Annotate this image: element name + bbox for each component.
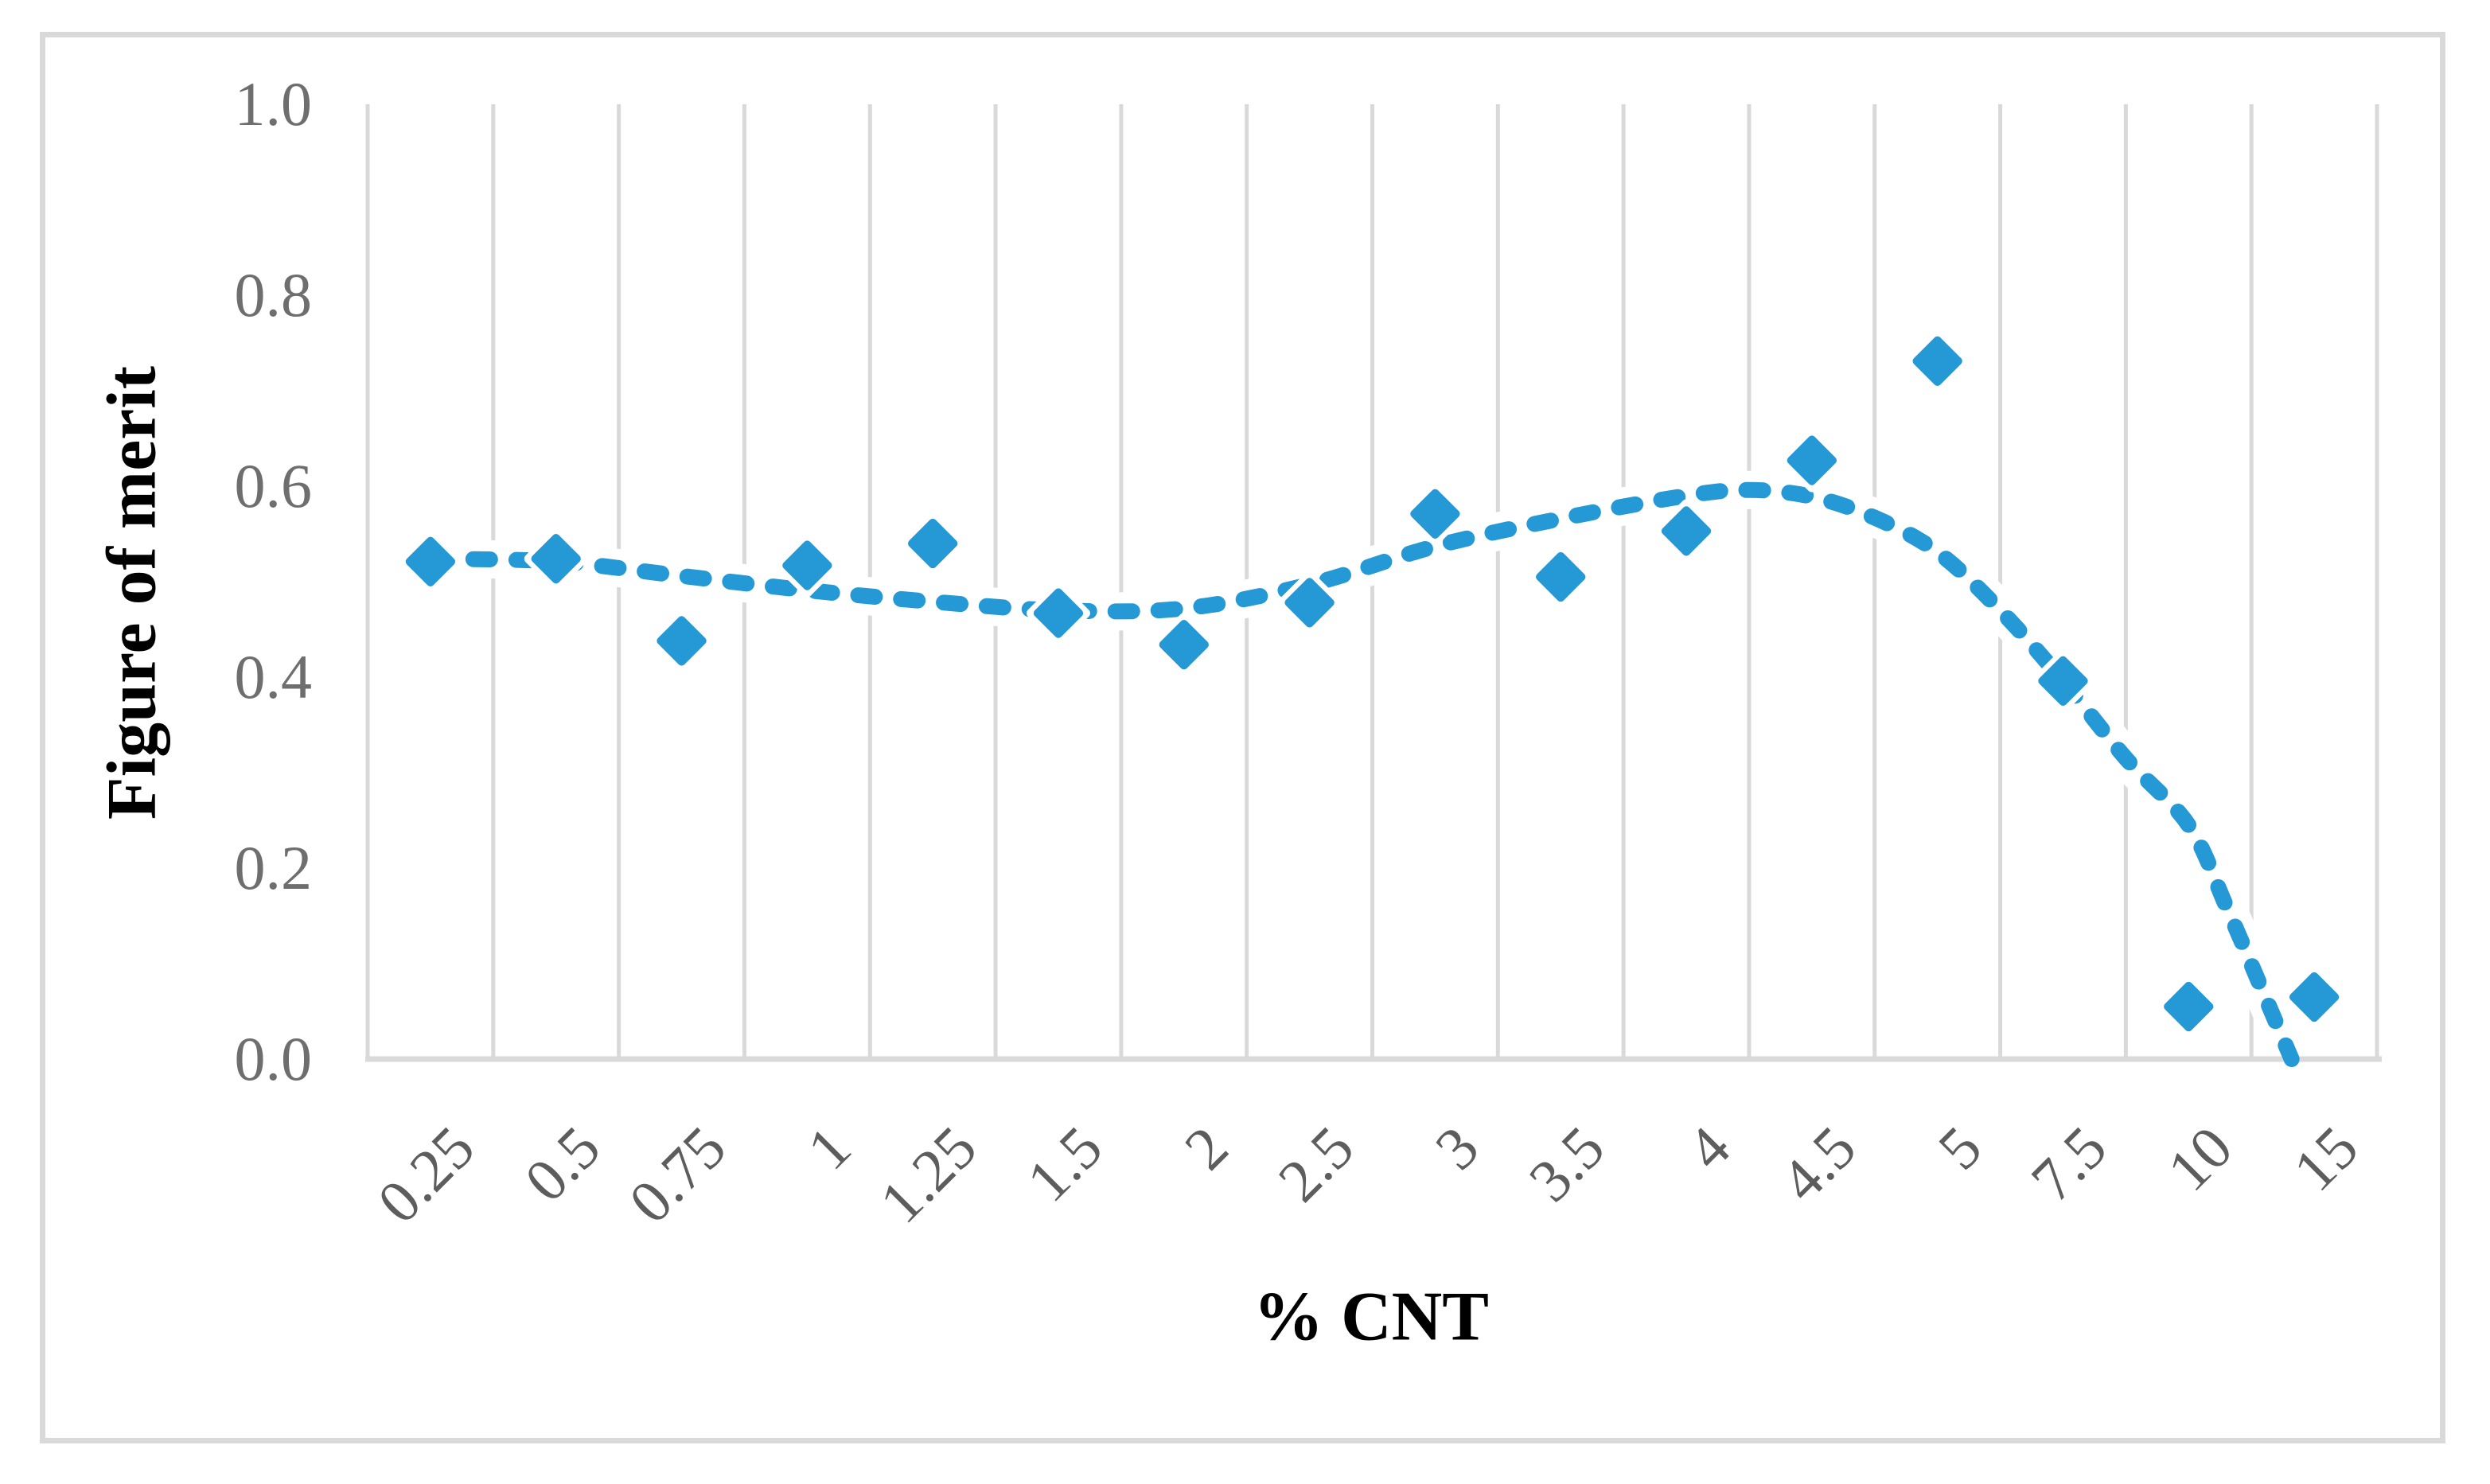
y-tick-label: 0.2 xyxy=(234,833,313,902)
data-point-diamond xyxy=(657,616,707,666)
data-point-diamond xyxy=(1536,551,1586,602)
y-tick-label: 0.8 xyxy=(234,260,313,329)
y-tick-label: 0.4 xyxy=(234,642,313,711)
data-point-diamond xyxy=(405,536,456,586)
data-point-diamond xyxy=(1410,489,1460,539)
data-point-diamond xyxy=(1912,336,1962,386)
y-tick-label: 1.0 xyxy=(234,69,313,138)
data-point-diamond xyxy=(907,518,958,569)
figure-border xyxy=(40,32,2445,1443)
data-point-diamond xyxy=(2038,656,2088,706)
y-tick-label: 0.0 xyxy=(234,1024,313,1093)
data-point-diamond xyxy=(2164,981,2214,1032)
y-tick-label: 0.6 xyxy=(234,451,313,520)
data-point-diamond xyxy=(1284,578,1335,628)
data-point-diamond xyxy=(531,534,581,584)
data-point-diamond xyxy=(2289,972,2340,1022)
data-point-diamond xyxy=(1787,435,1837,485)
data-point-diamond xyxy=(1033,588,1084,638)
data-point-diamond xyxy=(782,540,832,590)
data-point-diamond xyxy=(1661,506,1712,556)
trendline-dashed xyxy=(422,481,2300,1067)
x-axis-title: % CNT xyxy=(1253,1278,1489,1356)
data-point-diamond xyxy=(1159,620,1209,670)
y-axis-title: Figure of merit xyxy=(93,365,171,820)
